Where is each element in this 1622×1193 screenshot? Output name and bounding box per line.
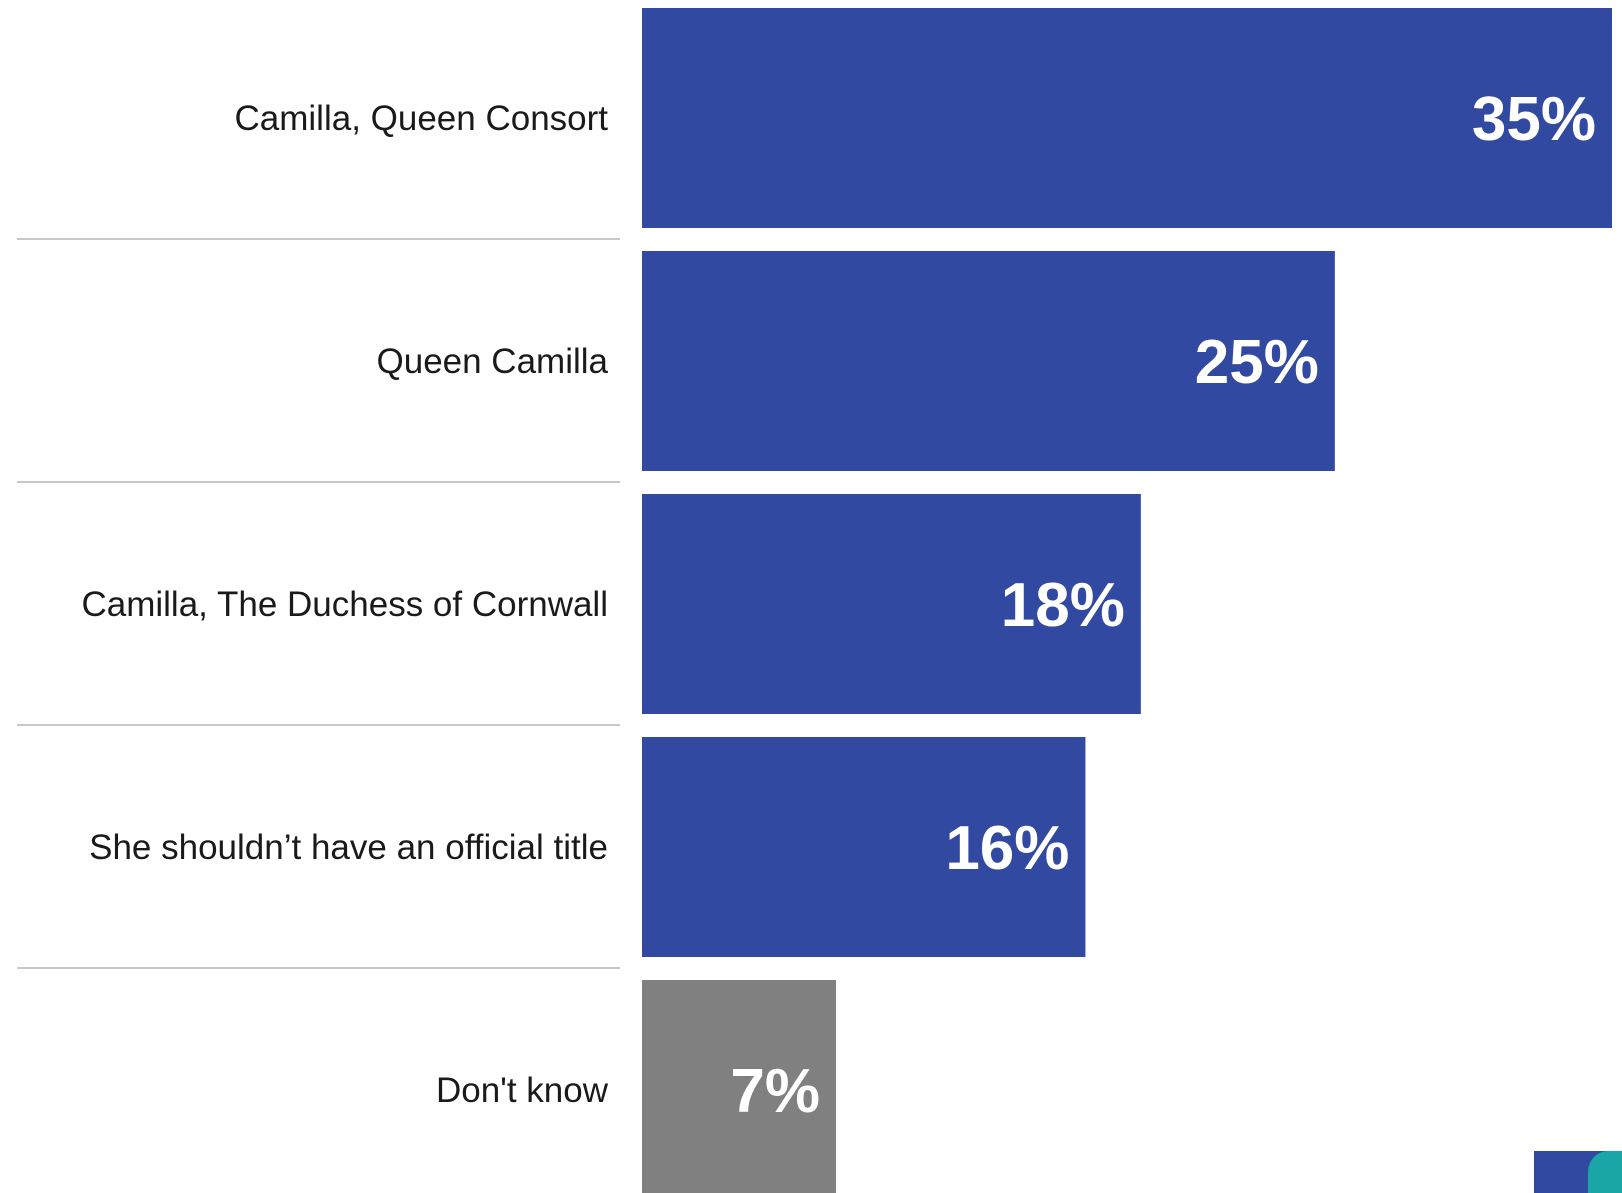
value-label: 35% xyxy=(1472,85,1596,154)
logo-accent xyxy=(1588,1151,1622,1193)
value-label: 25% xyxy=(1195,328,1319,397)
bar-4 xyxy=(642,980,836,1193)
category-label: Camilla, Queen Consort xyxy=(235,99,609,138)
category-label: She shouldn’t have an official title xyxy=(89,828,608,867)
value-label: 16% xyxy=(945,814,1069,883)
bar-2 xyxy=(642,494,1141,714)
bar-3 xyxy=(642,737,1086,957)
value-label: 18% xyxy=(1001,571,1125,640)
logo xyxy=(1534,1151,1622,1193)
category-label: Don't know xyxy=(436,1071,609,1110)
category-label: Camilla, The Duchess of Cornwall xyxy=(81,585,608,624)
bar-1 xyxy=(642,251,1335,471)
value-label: 7% xyxy=(730,1057,820,1126)
bar-0 xyxy=(642,8,1612,228)
category-label: Queen Camilla xyxy=(377,342,609,381)
